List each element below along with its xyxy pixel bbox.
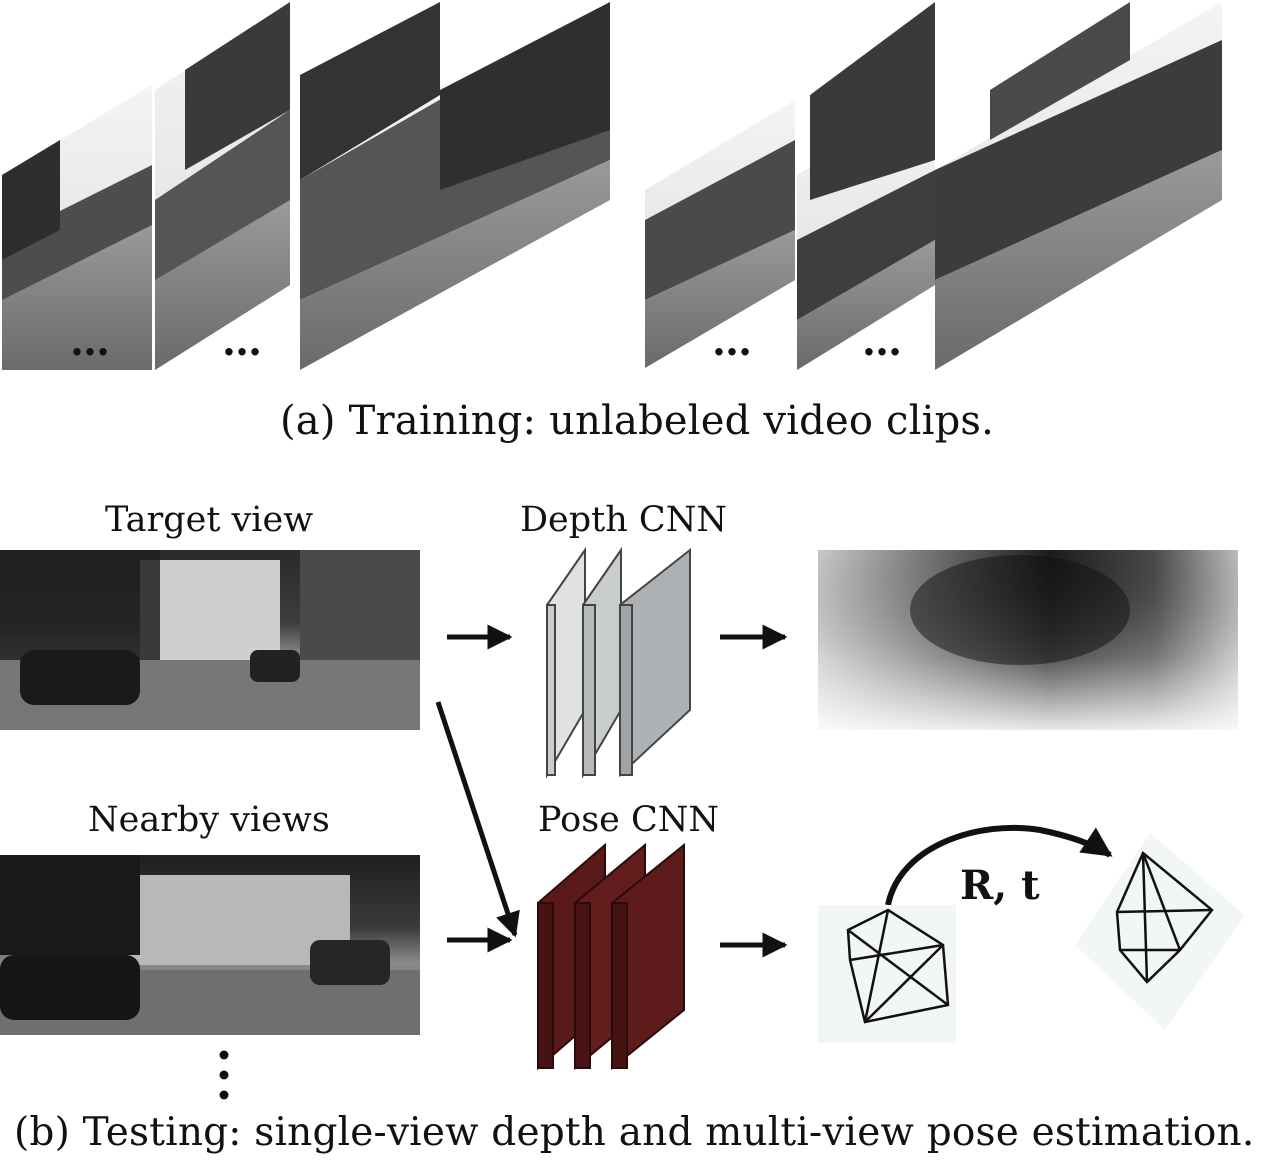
label-nearby-views: Nearby views	[88, 800, 330, 840]
depth-cnn-layer-2	[582, 546, 622, 779]
nearby-view-image	[0, 855, 420, 1035]
camera-pose-output-1	[818, 905, 956, 1043]
label-pose-cnn: Pose CNN	[538, 800, 720, 840]
clip-right-stack	[645, 2, 1222, 370]
clip-right-frame-1	[645, 100, 795, 368]
target-view-image	[0, 550, 420, 730]
clip-left-frame-3	[300, 2, 610, 370]
caption-a: (a) Training: unlabeled video clips.	[280, 398, 995, 444]
clip-left-frame-1	[2, 85, 152, 370]
depth-cnn-layer-1	[546, 546, 586, 779]
ellipsis-right-2: …	[862, 318, 908, 365]
camera-pose-output-2	[1075, 833, 1245, 1030]
ellipsis-left-1: …	[70, 318, 116, 365]
arrows	[435, 624, 1113, 958]
depth-cnn-block	[546, 546, 691, 779]
pose-cnn-block	[537, 842, 685, 1071]
caption-b: (b) Testing: single-view depth and multi…	[14, 1110, 1255, 1155]
depth-map-output	[818, 550, 1238, 730]
ellipsis-left-2: …	[222, 318, 268, 365]
pose-cnn-layer-3	[611, 842, 685, 1071]
clip-left-frame-2	[155, 2, 290, 370]
arrow-camera-transform	[885, 824, 1113, 906]
depth-cnn-layer-3	[619, 547, 691, 778]
clip-right-frame-3	[935, 2, 1222, 370]
label-depth-cnn: Depth CNN	[520, 500, 727, 540]
label-target-view: Target view	[105, 500, 314, 540]
more-views-dots	[219, 1050, 229, 1100]
ellipsis-right-1: …	[712, 318, 758, 365]
label-rotation-translation: R, t	[960, 862, 1040, 909]
arrow-target-to-pose	[435, 701, 520, 938]
clip-right-frame-2	[797, 2, 935, 370]
clip-left-stack	[2, 2, 610, 370]
